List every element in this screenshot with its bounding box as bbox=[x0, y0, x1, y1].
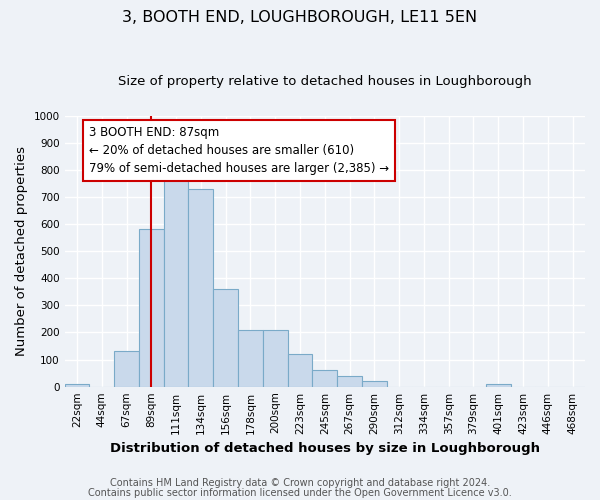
Text: Contains public sector information licensed under the Open Government Licence v3: Contains public sector information licen… bbox=[88, 488, 512, 498]
Text: Contains HM Land Registry data © Crown copyright and database right 2024.: Contains HM Land Registry data © Crown c… bbox=[110, 478, 490, 488]
Bar bbox=[188, 189, 213, 386]
Bar bbox=[139, 230, 164, 386]
Bar bbox=[114, 352, 139, 386]
Bar bbox=[65, 384, 89, 386]
X-axis label: Distribution of detached houses by size in Loughborough: Distribution of detached houses by size … bbox=[110, 442, 540, 455]
Bar bbox=[486, 384, 511, 386]
Text: 3, BOOTH END, LOUGHBOROUGH, LE11 5EN: 3, BOOTH END, LOUGHBOROUGH, LE11 5EN bbox=[122, 10, 478, 25]
Bar bbox=[337, 376, 362, 386]
Bar bbox=[263, 330, 287, 386]
Title: Size of property relative to detached houses in Loughborough: Size of property relative to detached ho… bbox=[118, 75, 532, 88]
Text: 3 BOOTH END: 87sqm
← 20% of detached houses are smaller (610)
79% of semi-detach: 3 BOOTH END: 87sqm ← 20% of detached hou… bbox=[89, 126, 389, 176]
Bar bbox=[362, 382, 387, 386]
Y-axis label: Number of detached properties: Number of detached properties bbox=[15, 146, 28, 356]
Bar bbox=[287, 354, 313, 386]
Bar bbox=[313, 370, 337, 386]
Bar bbox=[164, 178, 188, 386]
Bar bbox=[238, 330, 263, 386]
Bar bbox=[213, 289, 238, 386]
